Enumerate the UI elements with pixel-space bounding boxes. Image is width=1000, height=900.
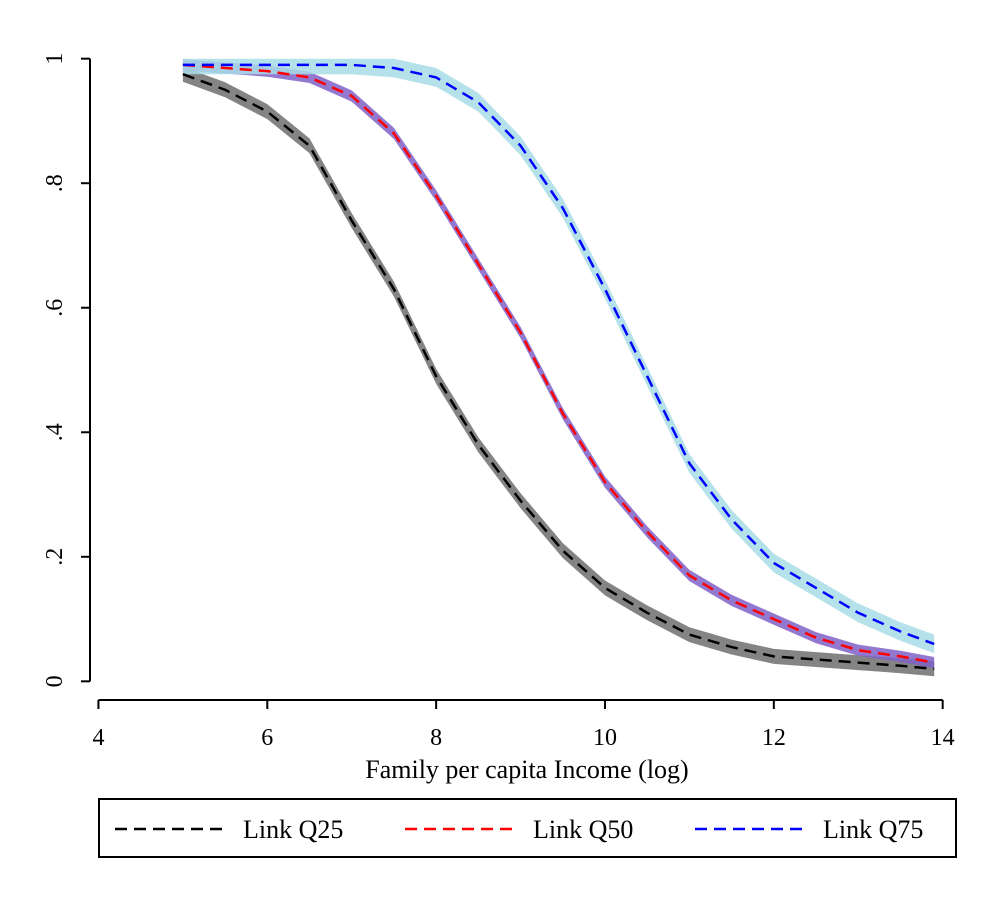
x-tick-label: 12 <box>762 725 786 751</box>
legend-items: Link Q25 Link Q50 Link Q75 <box>115 815 923 844</box>
y-tick-label: 0 <box>42 675 68 687</box>
legend-box <box>98 798 957 858</box>
legend-label-2: Link Q50 <box>533 815 633 844</box>
legend-label-1: Link Q25 <box>243 815 343 844</box>
x-tick-label: 10 <box>593 725 617 751</box>
y-tick-label: .8 <box>42 174 68 192</box>
legend-label-3: Link Q75 <box>823 815 923 844</box>
y-tick-label: 1 <box>42 53 68 65</box>
y-tick-label: .2 <box>42 548 68 566</box>
series-line-2 <box>182 63 935 664</box>
series-lines <box>182 63 935 671</box>
y-tick-label: .6 <box>42 299 68 317</box>
y-tick-label: .4 <box>42 423 68 441</box>
confidence-band-2 <box>182 59 935 669</box>
x-tick-label: 8 <box>430 725 442 751</box>
series-line-1 <box>182 73 935 671</box>
confidence-band-3 <box>182 58 935 654</box>
y-ticks: 0 .2 .4 .6 .8 1 <box>42 53 90 687</box>
x-tick-label: 6 <box>261 725 273 751</box>
x-axis: 4 6 8 10 12 14 Family per capita Income (log) <box>92 699 955 784</box>
y-axis: 0 .2 .4 .6 .8 1 <box>42 53 91 687</box>
legend: Link Q25 Link Q50 Link Q75 <box>98 798 957 858</box>
x-ticks: 4 6 8 10 12 14 <box>92 700 955 751</box>
series-line-3 <box>182 63 935 646</box>
x-tick-label: 4 <box>92 725 104 751</box>
confidence-bands <box>182 58 935 677</box>
x-axis-title: Family per capita Income (log) <box>365 755 688 784</box>
x-tick-label: 14 <box>931 725 955 751</box>
plot-area <box>182 58 935 677</box>
